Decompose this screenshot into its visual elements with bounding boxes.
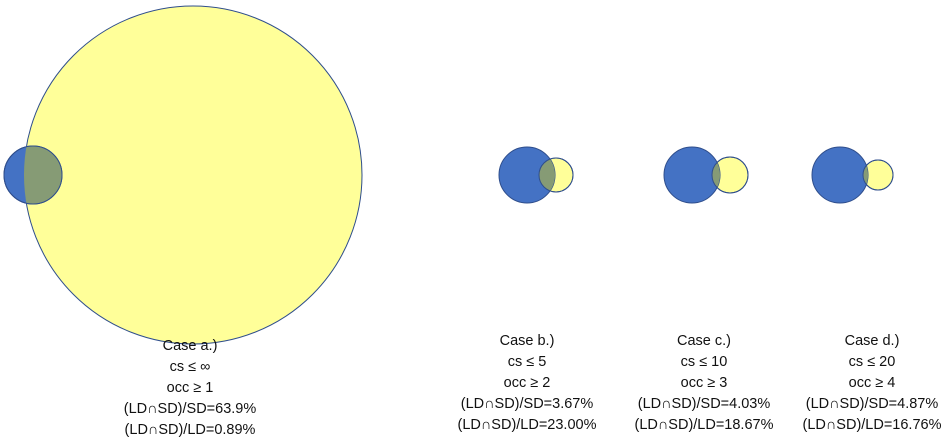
- overlap-region: [24, 146, 62, 204]
- cs-condition: cs ≤ 20: [848, 354, 896, 370]
- sd-overlap-ratio: (LD∩SD)/SD=63.9%: [123, 401, 257, 417]
- sd-outline: [538, 157, 574, 193]
- cs-condition: cs ≤ ∞: [169, 359, 211, 375]
- sd-outline: [711, 156, 749, 194]
- occ-condition: occ ≥ 2: [503, 375, 551, 391]
- case-title: Case c.): [677, 333, 731, 349]
- sd-overlap-ratio: (LD∩SD)/SD=4.03%: [637, 396, 771, 412]
- sd-outline: [862, 159, 894, 191]
- venn-case-a: [3, 5, 363, 345]
- occ-condition: occ ≥ 1: [166, 380, 214, 396]
- cs-condition: cs ≤ 10: [680, 354, 728, 370]
- ld-overlap-ratio: (LD∩SD)/LD=16.76%: [802, 417, 942, 433]
- venn-case-b: [498, 146, 574, 204]
- case-d-caption: Case d.) cs ≤ 20 occ ≥ 4 (LD∩SD)/SD=4.87…: [772, 331, 952, 436]
- cs-condition: cs ≤ 5: [507, 354, 547, 370]
- sd-circle: [23, 5, 363, 345]
- ld-circle: [811, 146, 869, 204]
- case-b-caption: Case b.) cs ≤ 5 occ ≥ 2 (LD∩SD)/SD=3.67%…: [427, 331, 627, 436]
- sd-overlap-ratio: (LD∩SD)/SD=4.87%: [805, 396, 939, 412]
- occ-condition: occ ≥ 4: [848, 375, 896, 391]
- venn-case-d: [811, 146, 894, 204]
- ld-overlap-ratio: (LD∩SD)/LD=18.67%: [634, 417, 774, 433]
- ld-overlap-ratio: (LD∩SD)/LD=23.00%: [457, 417, 597, 433]
- venn-case-c: [663, 146, 749, 204]
- occ-condition: occ ≥ 3: [680, 375, 728, 391]
- case-c-caption: Case c.) cs ≤ 10 occ ≥ 3 (LD∩SD)/SD=4.03…: [604, 331, 804, 436]
- ld-outline: [3, 145, 63, 205]
- case-a-caption: Case a.) cs ≤ ∞ occ ≥ 1 (LD∩SD)/SD=63.9%…: [90, 336, 290, 441]
- ld-overlap-ratio: (LD∩SD)/LD=0.89%: [124, 422, 256, 438]
- case-title: Case a.): [162, 338, 218, 354]
- case-title: Case d.): [844, 333, 900, 349]
- sd-overlap-ratio: (LD∩SD)/SD=3.67%: [460, 396, 594, 412]
- case-title: Case b.): [499, 333, 555, 349]
